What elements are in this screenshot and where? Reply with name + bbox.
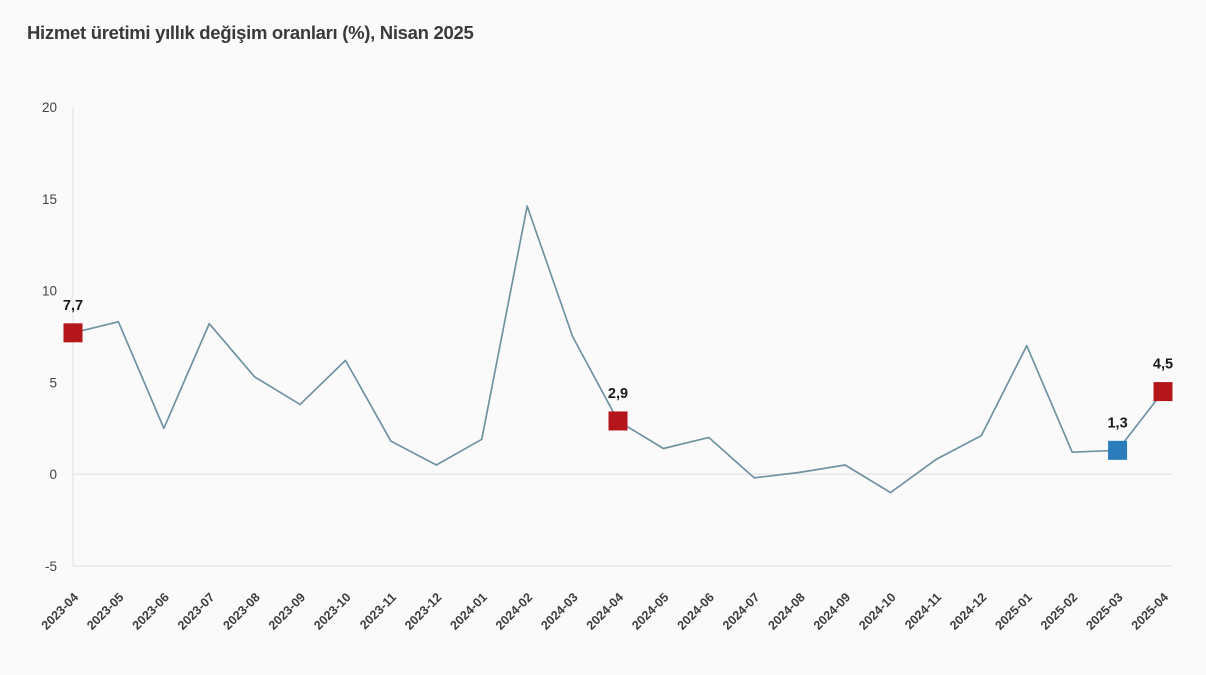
x-tick-label: 2025-01 (993, 590, 1035, 632)
x-tick-label: 2023-10 (311, 590, 353, 632)
data-point-marker (63, 323, 83, 343)
y-tick-label: 10 (42, 284, 57, 299)
x-tick-label: 2024-05 (629, 590, 671, 632)
data-point-label: 1,3 (1107, 415, 1127, 431)
data-point-label: 7,7 (63, 298, 83, 314)
x-tick-label: 2024-01 (448, 590, 490, 632)
x-tick-label: 2025-03 (1083, 590, 1125, 632)
x-tick-label: 2024-09 (811, 590, 853, 632)
y-tick-label: -5 (45, 559, 57, 574)
x-tick-label: 2024-03 (538, 590, 580, 632)
y-tick-label: 20 (42, 100, 57, 115)
x-tick-label: 2023-12 (402, 590, 444, 632)
x-tick-label: 2024-11 (902, 590, 944, 632)
data-point-label: 2,9 (608, 386, 628, 402)
x-tick-label: 2024-04 (584, 590, 626, 632)
x-tick-label: 2023-04 (39, 590, 81, 632)
x-tick-label: 2023-08 (220, 590, 262, 632)
y-tick-label: 5 (49, 375, 57, 390)
y-tick-label: 0 (49, 467, 57, 482)
data-point-label: 4,5 (1153, 357, 1173, 373)
x-tick-label: 2023-11 (357, 590, 399, 632)
x-tick-label: 2024-12 (947, 590, 989, 632)
x-tick-label: 2024-07 (720, 590, 762, 632)
x-tick-label: 2024-10 (856, 590, 898, 632)
y-tick-label: 15 (42, 192, 57, 207)
x-tick-label: 2023-06 (130, 590, 172, 632)
x-tick-label: 2023-05 (84, 590, 126, 632)
x-tick-label: 2023-09 (266, 590, 308, 632)
x-tick-label: 2023-07 (175, 590, 217, 632)
x-tick-label: 2024-08 (765, 590, 807, 632)
data-point-marker (608, 411, 628, 431)
x-tick-label: 2025-02 (1038, 590, 1080, 632)
data-point-marker (1108, 440, 1128, 460)
x-tick-label: 2025-04 (1129, 590, 1171, 632)
series-line (72, 205, 1164, 494)
data-point-marker (1153, 382, 1173, 402)
chart-title: Hizmet üretimi yıllık değişim oranları (… (27, 22, 474, 43)
x-tick-label: 2024-06 (675, 590, 717, 632)
x-tick-label: 2024-02 (493, 590, 535, 632)
